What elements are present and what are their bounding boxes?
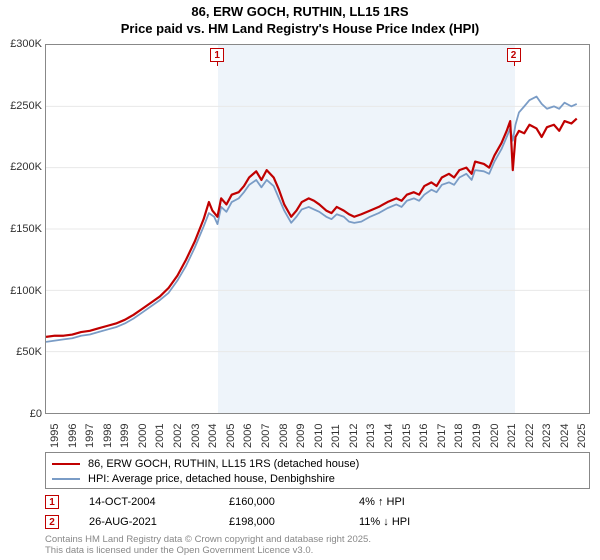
event-date: 14-OCT-2004: [89, 496, 229, 508]
x-tick-label: 1998: [102, 424, 114, 448]
x-tick-label: 2001: [154, 424, 166, 448]
x-tick-label: 2016: [418, 424, 430, 448]
y-tick-label: £0: [2, 408, 42, 420]
legend-row: 86, ERW GOCH, RUTHIN, LL15 1RS (detached…: [52, 456, 583, 471]
x-tick-label: 2025: [576, 424, 588, 448]
x-tick-label: 2007: [260, 424, 272, 448]
event-marker: 2: [45, 515, 59, 529]
y-tick-label: £250K: [2, 100, 42, 112]
events-table: 1 14-OCT-2004£160,0004% ↑ HPI 2 26-AUG-2021…: [45, 492, 590, 532]
sale-marker-tick: [217, 62, 218, 66]
plot-area: [45, 44, 590, 414]
x-tick-label: 1999: [119, 424, 131, 448]
x-tick-label: 2015: [401, 424, 413, 448]
event-pct: 11% ↓ HPI: [359, 516, 590, 528]
x-tick-label: 2013: [365, 424, 377, 448]
legend-swatch: [52, 478, 80, 480]
x-tick-label: 2018: [453, 424, 465, 448]
x-tick-label: 2012: [348, 424, 360, 448]
event-marker: 1: [45, 495, 59, 509]
legend-swatch: [52, 463, 80, 465]
title-address: 86, ERW GOCH, RUTHIN, LL15 1RS: [0, 4, 600, 21]
legend: 86, ERW GOCH, RUTHIN, LL15 1RS (detached…: [45, 452, 590, 489]
x-tick-label: 2021: [506, 424, 518, 448]
title-block: 86, ERW GOCH, RUTHIN, LL15 1RS Price pai…: [0, 0, 600, 38]
x-tick-label: 2024: [559, 424, 571, 448]
x-tick-label: 2023: [541, 424, 553, 448]
x-tick-label: 2010: [313, 424, 325, 448]
title-subtitle: Price paid vs. HM Land Registry's House …: [0, 21, 600, 38]
sale-marker-tick: [514, 62, 515, 66]
legend-row: HPI: Average price, detached house, Denb…: [52, 471, 583, 486]
x-tick-label: 1996: [67, 424, 79, 448]
line-plot-svg: [46, 45, 589, 413]
x-tick-label: 2008: [278, 424, 290, 448]
event-date: 26-AUG-2021: [89, 516, 229, 528]
y-tick-label: £100K: [2, 285, 42, 297]
sale-marker-1: 1: [210, 48, 224, 62]
event-row: 2 26-AUG-2021£198,00011% ↓ HPI: [45, 512, 590, 532]
x-tick-label: 2022: [524, 424, 536, 448]
x-tick-label: 2005: [225, 424, 237, 448]
footer-attribution: Contains HM Land Registry data © Crown c…: [45, 534, 371, 557]
chart-container: 86, ERW GOCH, RUTHIN, LL15 1RS Price pai…: [0, 0, 600, 560]
footer-line2: This data is licensed under the Open Gov…: [45, 545, 371, 556]
legend-label: 86, ERW GOCH, RUTHIN, LL15 1RS (detached…: [88, 458, 359, 470]
x-tick-label: 2017: [436, 424, 448, 448]
footer-line1: Contains HM Land Registry data © Crown c…: [45, 534, 371, 545]
x-tick-label: 2011: [330, 424, 342, 448]
x-tick-label: 2019: [471, 424, 483, 448]
event-row: 1 14-OCT-2004£160,0004% ↑ HPI: [45, 492, 590, 512]
x-tick-label: 2020: [489, 424, 501, 448]
x-tick-label: 1995: [49, 424, 61, 448]
x-tick-label: 2003: [190, 424, 202, 448]
event-price: £198,000: [229, 516, 359, 528]
event-pct: 4% ↑ HPI: [359, 496, 590, 508]
y-tick-label: £150K: [2, 223, 42, 235]
x-tick-label: 2004: [207, 424, 219, 448]
y-tick-label: £50K: [2, 346, 42, 358]
x-tick-label: 2014: [383, 424, 395, 448]
x-tick-label: 2000: [137, 424, 149, 448]
x-tick-label: 2009: [295, 424, 307, 448]
legend-label: HPI: Average price, detached house, Denb…: [88, 473, 335, 485]
y-tick-label: £300K: [2, 38, 42, 50]
y-tick-label: £200K: [2, 161, 42, 173]
event-price: £160,000: [229, 496, 359, 508]
sale-marker-2: 2: [507, 48, 521, 62]
x-tick-label: 1997: [84, 424, 96, 448]
x-tick-label: 2006: [242, 424, 254, 448]
x-tick-label: 2002: [172, 424, 184, 448]
